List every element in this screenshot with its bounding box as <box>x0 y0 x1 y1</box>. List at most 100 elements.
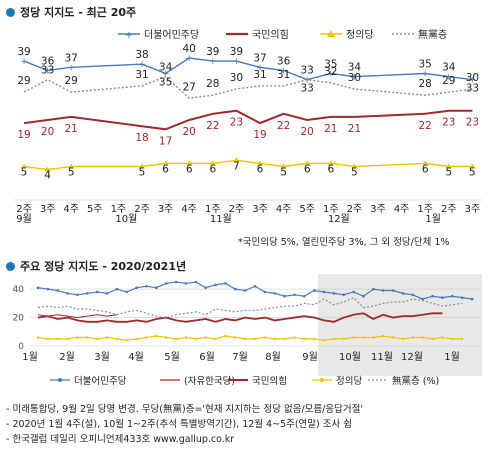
point-dem <box>135 286 138 289</box>
point-jus <box>312 337 316 341</box>
point-dem: + <box>327 70 335 80</box>
point-jus <box>66 337 69 341</box>
legend-label-lkp: (자유한국당) <box>184 376 235 387</box>
data-label-dem: 40 <box>183 43 196 55</box>
data-label-dem: 38 <box>135 49 148 61</box>
data-label-none: 30 <box>348 72 361 84</box>
data-label-none: 33 <box>41 65 54 77</box>
data-label-dem: 39 <box>206 46 219 58</box>
point-dem <box>401 292 405 295</box>
point-dem <box>253 284 257 288</box>
x-tick-label: 2주 <box>441 204 457 215</box>
point-jus <box>280 163 287 169</box>
point-dem <box>194 280 198 284</box>
point-dem <box>145 284 148 288</box>
point-dem <box>174 280 178 284</box>
point-jus <box>184 336 188 339</box>
yearly-trend-chart: 0 20 40 1월 2월 3월 4월 5월 6월 7월 8월 9월 10월 11월 12월 1월더불어민주당… <box>13 274 482 387</box>
data-label-ppp: 20 <box>41 126 54 138</box>
point-dem: + <box>351 73 359 83</box>
point-jus <box>135 337 138 341</box>
data-label-jus: 6 <box>327 163 334 175</box>
x-tick-label: 3주 <box>370 204 386 215</box>
data-label-dem: 36 <box>277 55 291 67</box>
y-tick-label: 40 <box>13 285 25 295</box>
legend-label-dem: 더불어민주당 <box>144 29 199 41</box>
data-label-dem: 39 <box>17 46 30 58</box>
legend-label-none: 無黨층 (%) <box>392 375 439 387</box>
point-jus <box>233 157 240 163</box>
data-label-none: 29 <box>17 75 30 87</box>
x-tick-label: 3주 <box>465 204 481 215</box>
x-tick-label: 1주 <box>205 204 221 215</box>
data-label-dem: 37 <box>253 52 266 64</box>
point-dem <box>332 292 336 295</box>
point-jus <box>139 163 145 169</box>
point-dem <box>105 292 109 295</box>
point-jus <box>257 160 263 166</box>
point-jus <box>115 337 119 341</box>
point-jus <box>352 336 355 339</box>
data-label-jus: 5 <box>280 167 287 179</box>
point-jus <box>372 336 375 339</box>
data-label-none: 28 <box>206 78 219 90</box>
point-jus <box>322 339 326 342</box>
point-jus <box>362 336 365 339</box>
data-label-ppp: 19 <box>17 129 30 141</box>
point-dem <box>214 283 217 287</box>
x-month-label: 7월 <box>232 351 248 363</box>
x-month-label: 10월 <box>115 213 137 225</box>
legend-marker-jus <box>327 30 335 37</box>
data-label-ppp: 20 <box>301 126 314 138</box>
data-label-dem: 35 <box>324 59 337 71</box>
data-label-jus: 6 <box>162 163 169 175</box>
x-month-label: 1월 <box>425 213 441 225</box>
point-dem: + <box>67 63 75 73</box>
data-label-ppp: 17 <box>159 135 172 147</box>
point-jus <box>162 160 169 166</box>
point-dem: + <box>421 70 429 80</box>
data-label-jus: 5 <box>139 167 146 179</box>
point-dem <box>224 282 227 285</box>
bullet-icon <box>6 8 15 17</box>
data-label-dem: 36 <box>41 55 55 67</box>
data-label-none: 31 <box>277 69 290 81</box>
legend-label-none: 無黨층 <box>418 28 447 41</box>
point-dem <box>470 297 474 301</box>
legend-marker-dem <box>58 378 62 382</box>
point-dem <box>381 289 385 292</box>
point-jus <box>194 337 198 341</box>
legend-label-ppp: 국민의힘 <box>252 29 289 41</box>
point-dem <box>273 292 277 295</box>
point-jus <box>303 337 306 341</box>
data-label-none: 31 <box>253 69 266 81</box>
data-label-none: 29 <box>65 75 78 87</box>
data-label-jus: 5 <box>351 167 358 179</box>
point-dem <box>155 286 158 289</box>
data-label-jus: 5 <box>68 167 75 179</box>
point-dem: + <box>469 76 477 86</box>
point-jus <box>391 336 395 339</box>
x-month-label: 11월 <box>210 213 232 225</box>
point-jus <box>469 163 476 169</box>
x-tick-label: 4주 <box>394 204 410 215</box>
point-jus <box>209 160 216 166</box>
data-label-none: 29 <box>442 75 455 87</box>
point-jus <box>56 337 59 341</box>
x-tick-label: 3주 <box>158 204 174 215</box>
series-line-none <box>37 296 463 319</box>
data-label-none: 28 <box>419 78 432 90</box>
point-jus <box>283 337 286 341</box>
data-label-jus: 7 <box>233 160 240 172</box>
x-tick-label: 3주 <box>252 204 268 215</box>
y-tick-label: 0 <box>18 342 24 352</box>
point-jus <box>382 334 385 338</box>
x-month-label: 12월 <box>401 351 423 363</box>
point-jus <box>234 336 237 339</box>
x-tick-label: 4주 <box>276 204 292 215</box>
data-label-jus: 6 <box>257 163 264 175</box>
point-dem <box>342 293 346 297</box>
data-label-dem: 33 <box>301 83 314 95</box>
data-label-ppp: 22 <box>419 120 432 132</box>
point-dem <box>263 290 267 294</box>
